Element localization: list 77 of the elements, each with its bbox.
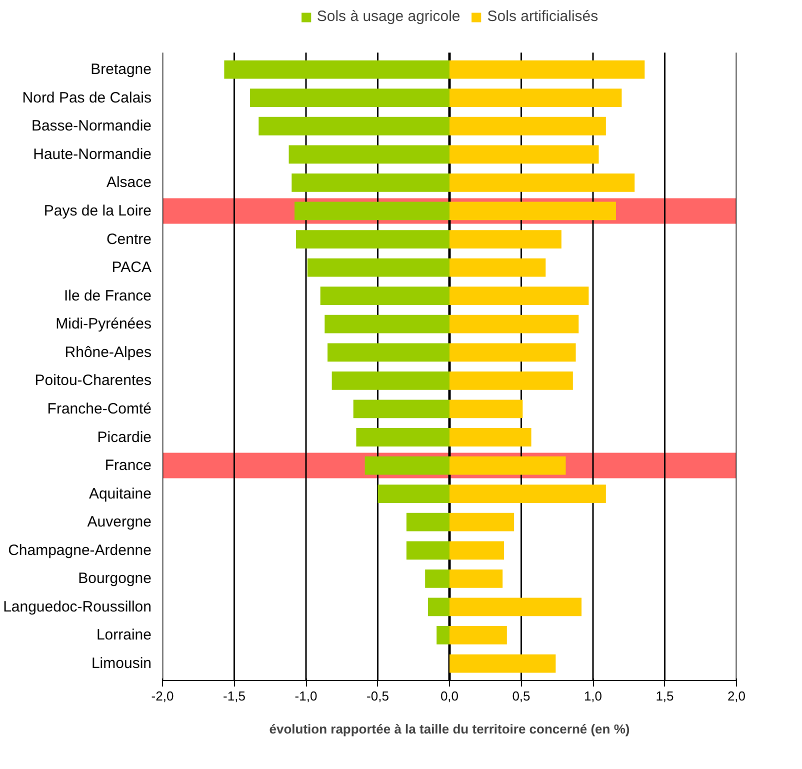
bar	[294, 202, 450, 220]
bar	[450, 569, 503, 588]
bar	[450, 484, 606, 504]
y-tick-label: Champagne-Ardenne	[8, 542, 152, 559]
bar	[450, 88, 622, 108]
bar	[450, 286, 589, 306]
bar	[320, 286, 450, 306]
bar	[450, 145, 599, 164]
bar	[450, 60, 645, 79]
y-tick-label: Languedoc-Roussillon	[3, 598, 152, 616]
y-tick-label: Ile de France	[64, 287, 152, 304]
bar	[450, 512, 514, 532]
bar	[450, 598, 582, 616]
bar	[450, 456, 566, 475]
x-tick-label: 0,0	[440, 688, 459, 704]
y-tick-label: Nord Pas de Calais	[22, 89, 152, 106]
y-tick-label: Alsace	[106, 174, 152, 192]
bar	[288, 145, 450, 164]
bar	[450, 400, 523, 418]
y-tick-label: Limousin	[91, 655, 152, 672]
bar	[364, 456, 450, 475]
bar	[296, 230, 450, 248]
bar	[450, 343, 576, 362]
bar	[425, 569, 450, 588]
legend-label: Sols à usage agricole	[316, 8, 460, 25]
bar	[450, 258, 546, 277]
bar	[353, 400, 450, 418]
bar	[450, 174, 635, 192]
y-tick-label: Poitou-Charentes	[34, 372, 152, 390]
bar	[450, 541, 504, 560]
bar	[356, 428, 450, 446]
bar	[307, 258, 450, 277]
x-tick-label: -2,0	[151, 688, 174, 704]
bar	[324, 314, 450, 334]
bar	[450, 654, 556, 673]
bar	[224, 60, 450, 79]
y-tick-label: Franche-Comté	[47, 400, 152, 418]
x-tick-label: 1,0	[584, 688, 602, 704]
bar	[450, 428, 532, 446]
y-tick-label: Haute-Normandie	[33, 146, 152, 163]
x-tick-label: -0,5	[366, 688, 389, 704]
bar	[450, 202, 616, 220]
y-tick-label: Bretagne	[90, 61, 152, 78]
y-tick-label: France	[104, 457, 152, 474]
bar	[428, 598, 450, 616]
bar	[328, 343, 450, 362]
bar	[450, 626, 507, 644]
bar	[332, 371, 450, 390]
bar	[250, 88, 450, 108]
bar	[450, 314, 579, 334]
y-tick-label: Auvergne	[87, 514, 152, 531]
x-tick-label: 1,5	[656, 688, 674, 704]
y-tick-label: Aquitaine	[88, 485, 152, 502]
x-tick-label: -1,0	[294, 688, 318, 704]
bar	[378, 484, 450, 504]
y-tick-label: Picardie	[97, 428, 152, 446]
legend-label: Sols artificialisés	[487, 8, 598, 25]
bar	[292, 174, 450, 192]
bar	[258, 116, 450, 136]
y-tick-label: Pays de la Loire	[44, 202, 152, 220]
y-tick-label: Centre	[106, 230, 152, 248]
y-tick-label: PACA	[112, 259, 152, 276]
y-tick-label: Rhône-Alpes	[64, 344, 152, 361]
bar	[450, 371, 573, 390]
x-axis-title: évolution rapportée à la taille du territoire concerné (en %)	[269, 722, 630, 736]
y-tick-label: Lorraine	[96, 626, 152, 644]
y-tick-label: Midi-Pyrénées	[56, 316, 152, 333]
x-tick-label: -1,5	[223, 688, 246, 704]
y-tick-label: Basse-Normandie	[31, 118, 152, 135]
bar	[436, 626, 450, 644]
bar	[450, 230, 562, 248]
bar	[406, 541, 450, 560]
bar	[406, 512, 450, 532]
x-tick-label: 2,0	[727, 688, 746, 704]
x-tick-label: 0,5	[512, 688, 530, 704]
y-tick-label: Bourgogne	[78, 570, 152, 588]
bar	[450, 116, 606, 136]
